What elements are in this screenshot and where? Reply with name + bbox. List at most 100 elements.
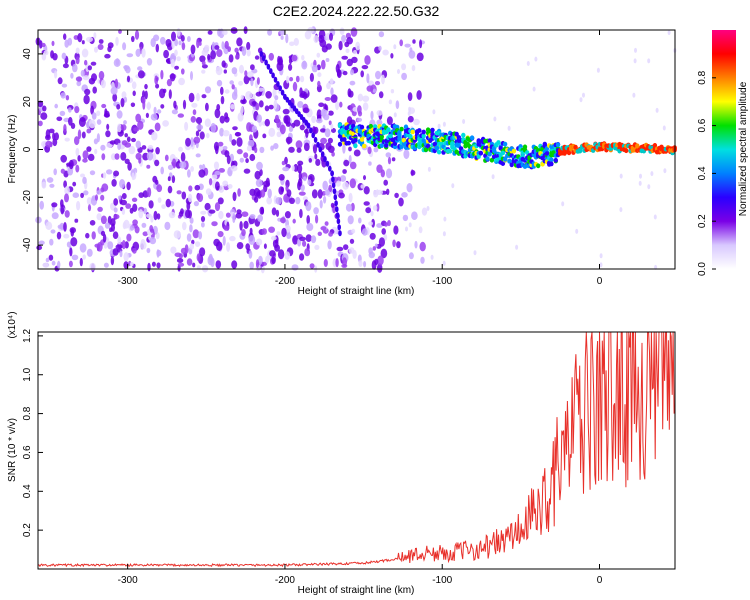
spectrogram-cell: [285, 136, 293, 144]
spectrogram-cell: [193, 201, 199, 207]
spectrogram-cell: [174, 65, 180, 70]
spectrogram-cell: [638, 180, 642, 186]
spectrogram-cell: [298, 191, 306, 196]
spectrogram-cell: [296, 147, 302, 153]
spectrogram-cell: [154, 75, 159, 85]
spectrogram-cell: [349, 238, 355, 244]
spectrogram-cell: [146, 164, 151, 169]
spectrogram-cell: [395, 100, 400, 110]
spectrogram-cell: [502, 156, 508, 162]
spectrogram-cell: [291, 165, 295, 172]
spectrogram-cell: [348, 247, 355, 254]
spectrogram-cell: [45, 140, 53, 148]
spectrogram-cell: [96, 119, 102, 125]
spectrogram-cell: [361, 228, 368, 236]
spectrogram-cell: [101, 103, 107, 109]
spectrogram-cell: [397, 69, 400, 74]
spectrogram-cell: [274, 95, 279, 101]
spectrogram-cell: [115, 36, 119, 46]
spectrogram-cell: [447, 148, 453, 154]
spectrogram-cell: [324, 189, 330, 196]
spectrogram-cell: [229, 235, 236, 242]
spectrogram-cell: [376, 110, 383, 116]
spectrogram-cell: [328, 231, 333, 237]
spectrogram-cell: [240, 94, 244, 100]
spectrogram-cell: [82, 75, 90, 81]
spectrogram-cell: [193, 136, 201, 144]
spectrogram-cell: [199, 247, 206, 257]
spectrogram-cell: [309, 72, 314, 82]
spectrogram-cell: [176, 258, 184, 263]
spectrogram-cell: [189, 224, 193, 233]
spectrogram-cell: [327, 145, 335, 153]
spectrogram-cell: [398, 197, 404, 207]
spectrogram-cell: [339, 101, 343, 108]
spectrogram-cell: [52, 138, 58, 147]
spectrogram-cell: [411, 211, 418, 220]
spectrogram-cell: [76, 80, 82, 87]
spectrogram-cell: [353, 149, 361, 157]
spectrogram-cell: [239, 157, 244, 163]
spectrogram-cell: [249, 227, 253, 235]
spectrogram-cell: [138, 209, 144, 219]
spectrogram-cell: [372, 88, 377, 93]
spectrogram-cell: [78, 117, 86, 127]
spectrogram-cell: [127, 162, 132, 171]
spectrogram-cell: [442, 231, 446, 237]
spectrogram-cell: [192, 262, 196, 268]
spectrogram-cell: [189, 243, 194, 250]
spectrogram-cell: [223, 69, 227, 74]
spectrogram-cell: [241, 211, 249, 217]
spectrogram-cell: [147, 101, 151, 111]
spectrogram-cell: [198, 231, 203, 240]
spectrogram-cell: [64, 193, 69, 203]
spectrogram-cell: [60, 154, 67, 163]
spectrogram-cell: [370, 110, 374, 120]
spectrogram-cell: [353, 143, 358, 149]
spectrogram-cell: [245, 91, 253, 100]
spectrogram-cell: [372, 246, 376, 251]
spectrogram-cell: [500, 161, 506, 167]
spectrogram-cell: [432, 109, 436, 115]
spectrogram-cell: [352, 107, 359, 112]
spectrogram-cell: [221, 60, 226, 68]
spectrogram-cell: [241, 46, 247, 57]
spectrogram-cell: [273, 143, 279, 150]
spectrogram-cell: [277, 249, 285, 260]
spectrogram-cell: [317, 80, 321, 88]
spectrogram-cell: [245, 158, 249, 164]
spectrogram-cell: [469, 135, 475, 141]
spectrogram-cell: [327, 240, 332, 250]
spectrogram-cell: [93, 138, 98, 145]
spectrogram-cell: [166, 78, 172, 87]
spectrogram-cell: [63, 123, 67, 133]
spectrogram-cell: [84, 88, 91, 96]
spectrogram-cell: [120, 97, 125, 108]
spectrogram-cell: [170, 246, 177, 254]
spectrogram-cell: [434, 145, 440, 151]
spectrogram-cell: [160, 36, 166, 45]
spectrogram-cell: [393, 112, 397, 118]
spectrogram-cell: [371, 260, 377, 270]
spectrogram-cell: [150, 215, 154, 223]
spectrogram-cell: [410, 129, 415, 135]
spectrogram-y-ticks: -40 -20 0 20 40: [22, 48, 43, 252]
spectrogram-cell: [164, 221, 171, 231]
spectrogram-cell: [313, 126, 319, 134]
spectrogram-cell: [135, 48, 141, 58]
spectrogram-cell: [278, 174, 285, 181]
spectrogram-cell: [240, 106, 244, 114]
spectrogram-cell: [184, 121, 189, 131]
spectrogram-cell: [413, 118, 420, 126]
spectrogram-cell: [258, 100, 264, 108]
spectrogram-cell: [328, 120, 332, 126]
spectrogram-cell: [342, 169, 347, 174]
spectrogram-cell: [451, 183, 455, 189]
y-tick-label: -40: [22, 237, 33, 252]
spectrogram-cell: [243, 168, 251, 174]
spectrogram-cell: [276, 231, 281, 236]
spectrogram-cell: [443, 216, 447, 222]
spectrogram-cell: [316, 109, 322, 120]
spectrogram-cell: [93, 32, 97, 39]
spectrogram-cell: [360, 184, 366, 189]
